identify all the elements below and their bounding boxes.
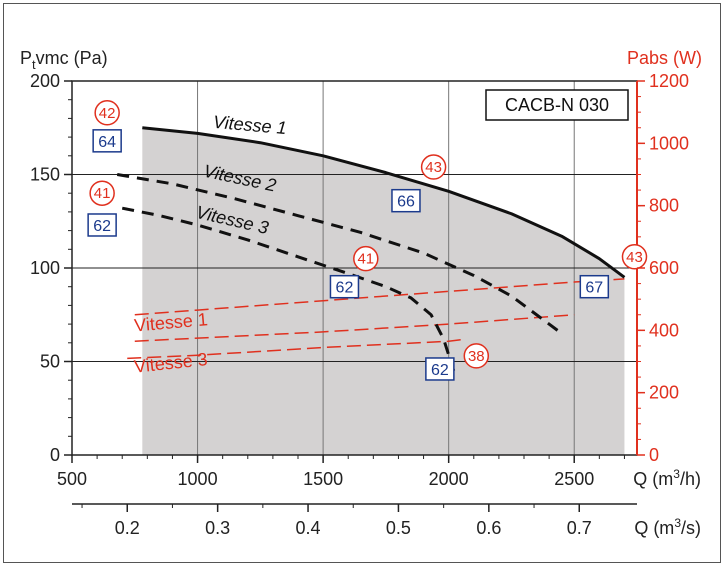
x-m3s-tick-label: 0.2 bbox=[115, 518, 140, 538]
efficiency-marker bbox=[94, 100, 120, 126]
y-left-tick-label: 50 bbox=[40, 352, 60, 372]
x-m3h-axis-title: Q (m3/h) bbox=[633, 467, 701, 489]
sound-level-marker-value: 67 bbox=[585, 280, 603, 297]
efficiency-marker-value: 42 bbox=[99, 105, 116, 122]
power-curve-2 bbox=[134, 314, 575, 342]
x-m3h-tick-label: 1000 bbox=[178, 469, 218, 489]
y-right-tick-label: 1000 bbox=[649, 133, 689, 153]
x-m3s-axis-title: Q (m3/s) bbox=[634, 516, 701, 538]
pressure-curve-1 bbox=[142, 126, 626, 279]
y-left-axis-title: Ptvmc (Pa) bbox=[20, 48, 108, 72]
y-right-axis-title: Pabs (W) bbox=[627, 48, 702, 68]
sound-level-marker-value: 64 bbox=[98, 134, 116, 151]
y-right-tick-label: 800 bbox=[649, 196, 679, 216]
pressure-curve-2 bbox=[116, 173, 563, 335]
y-left-tick-label: 0 bbox=[50, 445, 60, 465]
sound-level-marker-value: 62 bbox=[93, 218, 111, 235]
efficiency-marker-value: 41 bbox=[357, 251, 374, 268]
sound-level-marker bbox=[425, 357, 455, 381]
sound-level-marker-value: 66 bbox=[397, 194, 415, 211]
y-left-tick-label: 200 bbox=[30, 71, 60, 91]
efficiency-marker bbox=[463, 343, 490, 369]
sound-level-marker bbox=[579, 274, 610, 299]
model-label: CACB-N 030 bbox=[505, 95, 609, 115]
model-box bbox=[485, 89, 629, 121]
x-m3s-tick-label: 0.5 bbox=[386, 518, 411, 538]
efficiency-marker bbox=[420, 154, 447, 180]
x-m3s-tick-label: 0.6 bbox=[476, 518, 501, 538]
sound-level-marker-value: 62 bbox=[431, 362, 449, 379]
efficiency-marker-value: 43 bbox=[626, 249, 643, 266]
x-m3s-tick-label: 0.4 bbox=[296, 518, 321, 538]
efficiency-marker-value: 38 bbox=[468, 348, 485, 365]
power-curve-3 bbox=[127, 338, 462, 360]
x-m3h-tick-label: 2000 bbox=[429, 469, 469, 489]
efficiency-marker-value: 41 bbox=[94, 185, 111, 202]
sound-level-marker bbox=[87, 213, 117, 237]
y-right-tick-label: 200 bbox=[649, 383, 679, 403]
chart-frame: Vitesse 1 Vitesse 2 Vitesse 3 Vitesse 1 Vite… bbox=[3, 3, 721, 563]
y-right-tick-label: 1200 bbox=[649, 71, 689, 91]
y-left-tick-label: 100 bbox=[30, 258, 60, 278]
pressure-curve-label: Vitesse 1 bbox=[212, 112, 287, 138]
efficiency-marker bbox=[89, 180, 115, 206]
x-m3s-tick-label: 0.3 bbox=[205, 518, 230, 538]
x-m3h-tick-label: 500 bbox=[57, 469, 87, 489]
efficiency-marker-value: 43 bbox=[425, 159, 442, 176]
y-right-tick-label: 400 bbox=[649, 320, 679, 340]
operating-zone bbox=[142, 127, 625, 455]
pressure-curve-3 bbox=[121, 206, 456, 372]
efficiency-marker bbox=[621, 244, 648, 270]
y-right-tick-label: 0 bbox=[649, 445, 659, 465]
sound-level-marker-value: 62 bbox=[336, 280, 354, 297]
x-m3h-tick-label: 1500 bbox=[303, 469, 343, 489]
sound-level-marker bbox=[391, 188, 421, 213]
x-m3h-tick-label: 2500 bbox=[554, 469, 594, 489]
sound-level-marker bbox=[329, 274, 360, 299]
sound-level-marker bbox=[92, 129, 122, 153]
x-m3s-tick-label: 0.7 bbox=[567, 518, 592, 538]
efficiency-marker bbox=[353, 245, 379, 272]
y-left-tick-label: 150 bbox=[30, 165, 60, 185]
y-right-tick-label: 600 bbox=[649, 258, 679, 278]
